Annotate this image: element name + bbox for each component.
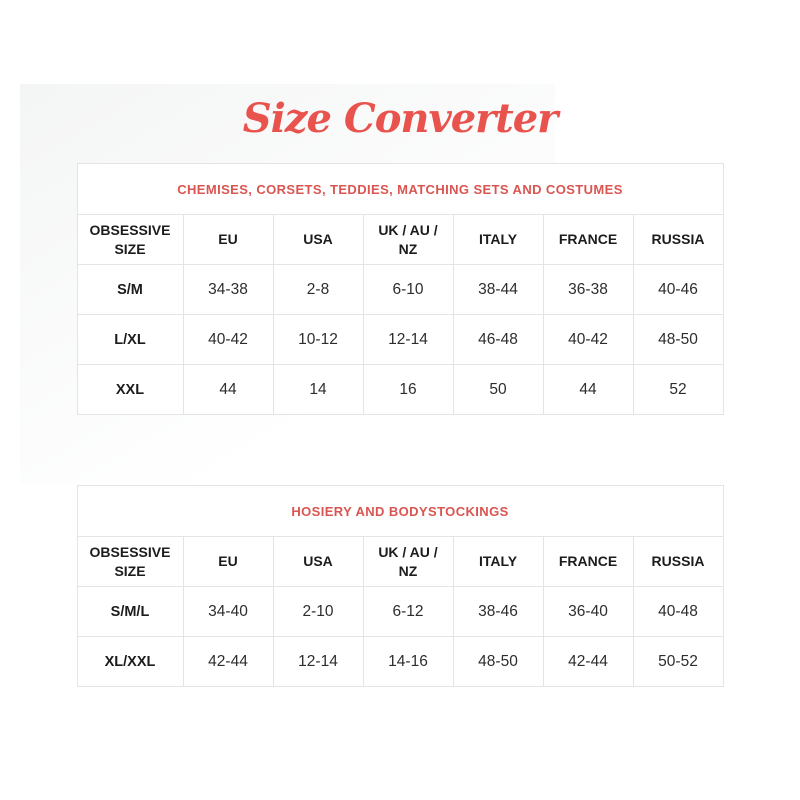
value-cell: 36-40 <box>542 586 634 637</box>
value-cell: 36-38 <box>542 264 634 315</box>
table-row: XL/XXL 42-44 12-14 14-16 48-50 42-44 50-… <box>76 636 724 687</box>
column-header-italy: ITALY <box>452 214 544 265</box>
size-cell: S/M <box>76 264 184 315</box>
column-header-obsessive-size: OBSESSIVE SIZE <box>76 214 184 265</box>
value-cell: 38-44 <box>452 264 544 315</box>
value-cell: 50 <box>452 364 544 415</box>
table-row: S/M 34-38 2-8 6-10 38-44 36-38 40-46 <box>76 264 724 315</box>
column-header-eu: EU <box>182 214 274 265</box>
value-cell: 46-48 <box>452 314 544 365</box>
header-row: OBSESSIVE SIZE EU USA UK / AU / NZ ITALY… <box>76 536 724 587</box>
value-cell: 40-42 <box>542 314 634 365</box>
value-cell: 34-38 <box>182 264 274 315</box>
column-header-usa: USA <box>272 536 364 587</box>
size-cell: S/M/L <box>76 586 184 637</box>
column-header-obsessive-size: OBSESSIVE SIZE <box>76 536 184 587</box>
table-caption: HOSIERY AND BODYSTOCKINGS <box>76 485 724 537</box>
value-cell: 48-50 <box>632 314 724 365</box>
value-cell: 12-14 <box>272 636 364 687</box>
value-cell: 40-42 <box>182 314 274 365</box>
value-cell: 10-12 <box>272 314 364 365</box>
size-table-chemises: CHEMISES, CORSETS, TEDDIES, MATCHING SET… <box>76 163 724 415</box>
value-cell: 34-40 <box>182 586 274 637</box>
value-cell: 44 <box>542 364 634 415</box>
column-header-usa: USA <box>272 214 364 265</box>
value-cell: 12-14 <box>362 314 454 365</box>
caption-row: CHEMISES, CORSETS, TEDDIES, MATCHING SET… <box>76 163 724 215</box>
column-header-uk-au-nz: UK / AU / NZ <box>362 536 454 587</box>
value-cell: 52 <box>632 364 724 415</box>
value-cell: 48-50 <box>452 636 544 687</box>
column-header-france: FRANCE <box>542 214 634 265</box>
value-cell: 42-44 <box>542 636 634 687</box>
header-row: OBSESSIVE SIZE EU USA UK / AU / NZ ITALY… <box>76 214 724 265</box>
column-header-russia: RUSSIA <box>632 214 724 265</box>
column-header-france: FRANCE <box>542 536 634 587</box>
value-cell: 14 <box>272 364 364 415</box>
size-table-hosiery: HOSIERY AND BODYSTOCKINGS OBSESSIVE SIZE… <box>76 485 724 687</box>
value-cell: 6-10 <box>362 264 454 315</box>
column-header-eu: EU <box>182 536 274 587</box>
table-row: S/M/L 34-40 2-10 6-12 38-46 36-40 40-48 <box>76 586 724 637</box>
value-cell: 16 <box>362 364 454 415</box>
value-cell: 40-46 <box>632 264 724 315</box>
value-cell: 2-10 <box>272 586 364 637</box>
size-cell: XL/XXL <box>76 636 184 687</box>
table-caption: CHEMISES, CORSETS, TEDDIES, MATCHING SET… <box>76 163 724 215</box>
value-cell: 44 <box>182 364 274 415</box>
column-header-uk-au-nz: UK / AU / NZ <box>362 214 454 265</box>
value-cell: 40-48 <box>632 586 724 637</box>
value-cell: 14-16 <box>362 636 454 687</box>
value-cell: 50-52 <box>632 636 724 687</box>
value-cell: 6-12 <box>362 586 454 637</box>
value-cell: 38-46 <box>452 586 544 637</box>
table-row: L/XL 40-42 10-12 12-14 46-48 40-42 48-50 <box>76 314 724 365</box>
page-title: Size Converter <box>242 95 559 142</box>
column-header-italy: ITALY <box>452 536 544 587</box>
column-header-russia: RUSSIA <box>632 536 724 587</box>
size-cell: XXL <box>76 364 184 415</box>
value-cell: 2-8 <box>272 264 364 315</box>
table-row: XXL 44 14 16 50 44 52 <box>76 364 724 415</box>
value-cell: 42-44 <box>182 636 274 687</box>
size-cell: L/XL <box>76 314 184 365</box>
caption-row: HOSIERY AND BODYSTOCKINGS <box>76 485 724 537</box>
